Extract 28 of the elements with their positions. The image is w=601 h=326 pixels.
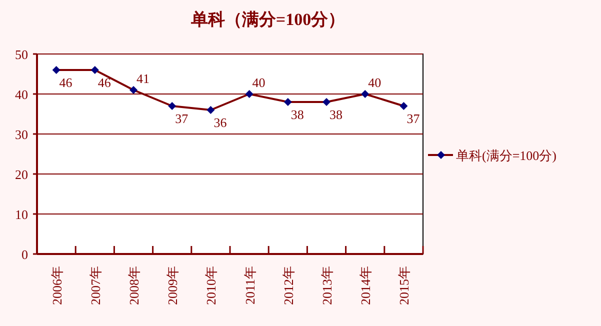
data-label: 46 <box>98 75 112 90</box>
data-label: 36 <box>214 115 228 130</box>
chart-title: 单科（满分=100分） <box>190 10 346 29</box>
y-tick-label: 20 <box>15 167 28 182</box>
data-label: 38 <box>290 107 304 122</box>
data-label: 40 <box>368 75 382 90</box>
x-tick-label: 2011年 <box>242 266 258 305</box>
x-tick-label: 2012年 <box>280 266 296 305</box>
x-tick-label: 2010年 <box>204 266 219 305</box>
x-tick-label: 2015年 <box>396 266 412 305</box>
data-label: 40 <box>252 75 266 90</box>
x-tick-label: 2007年 <box>88 266 103 305</box>
x-tick-label: 2014年 <box>358 266 374 305</box>
x-tick-label: 2006年 <box>49 266 64 305</box>
data-label: 37 <box>406 111 420 126</box>
x-tick-label: 2008年 <box>126 266 142 305</box>
y-tick-label: 0 <box>22 247 28 262</box>
data-label: 41 <box>136 71 150 86</box>
data-label: 37 <box>175 111 189 126</box>
x-tick-label: 2009年 <box>165 266 180 305</box>
x-tick-label: 2013年 <box>320 266 334 305</box>
legend-label: 单科(满分=100分) <box>456 148 556 163</box>
data-label: 38 <box>330 107 342 122</box>
y-tick-label: 10 <box>15 207 28 222</box>
y-tick-label: 30 <box>15 127 28 142</box>
y-tick-label: 40 <box>15 87 28 102</box>
data-label: 46 <box>59 75 73 90</box>
y-tick-label: 50 <box>15 47 28 62</box>
